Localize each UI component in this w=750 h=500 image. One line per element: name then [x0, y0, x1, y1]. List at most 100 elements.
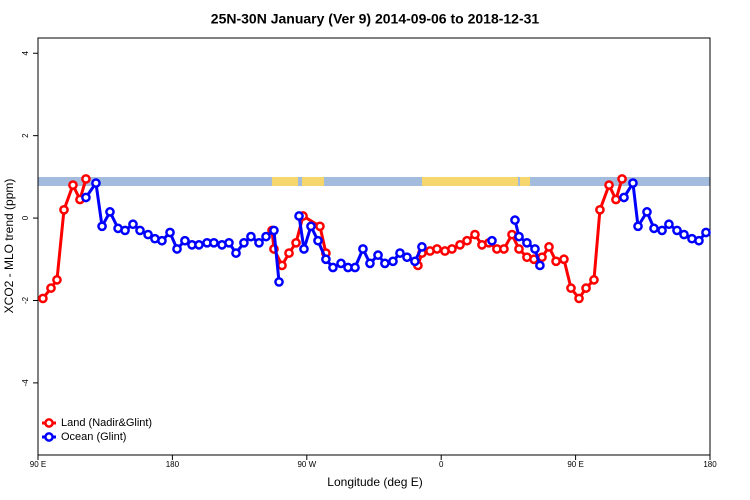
- land-band: [422, 177, 518, 186]
- data-point: [402, 252, 412, 263]
- land-band: [302, 177, 324, 186]
- x-tick-label: 180: [166, 460, 180, 469]
- x-axis-label: Longitude (deg E): [327, 475, 422, 489]
- y-axis-label: XCO2 - MLO trend (ppm): [2, 179, 16, 314]
- data-point: [246, 231, 256, 242]
- legend-label: Land (Nadir&Glint): [61, 417, 152, 429]
- data-point: [462, 235, 472, 246]
- data-point: [81, 192, 91, 203]
- data-point: [59, 204, 69, 215]
- data-point: [128, 219, 138, 230]
- y-tick-label: -4: [21, 379, 30, 387]
- data-point: [165, 227, 175, 238]
- data-point: [388, 256, 398, 267]
- data-point: [299, 244, 309, 254]
- data-point: [604, 180, 614, 190]
- data-point: [544, 242, 554, 252]
- x-tick-label: 90 W: [297, 460, 316, 469]
- data-point: [642, 207, 652, 217]
- data-point: [633, 221, 643, 232]
- data-point: [566, 283, 576, 293]
- data-point: [559, 254, 569, 265]
- x-tick-label: 0: [439, 460, 444, 469]
- data-point: [649, 223, 659, 234]
- x-tick-label: 90 E: [30, 460, 46, 469]
- data-point: [617, 174, 627, 184]
- data-point: [120, 225, 130, 236]
- data-point: [209, 237, 219, 248]
- data-point: [530, 244, 540, 254]
- data-point: [291, 237, 301, 248]
- data-point: [254, 237, 264, 248]
- data-point: [231, 248, 241, 258]
- chart-title: 25N-30N January (Ver 9) 2014-09-06 to 20…: [211, 11, 540, 27]
- data-point: [269, 225, 279, 236]
- data-point: [701, 227, 711, 238]
- data-point: [313, 235, 323, 246]
- land-band: [520, 177, 530, 186]
- data-point: [68, 180, 78, 190]
- data-point: [294, 211, 304, 221]
- x-tick-label: 180: [703, 460, 717, 469]
- data-point: [499, 244, 509, 254]
- data-point: [81, 174, 91, 184]
- data-point: [157, 235, 167, 246]
- legend-marker: [44, 418, 54, 428]
- data-point: [143, 229, 153, 240]
- x-tick-label: 90 E: [567, 460, 583, 469]
- data-point: [358, 244, 368, 254]
- data-point: [52, 275, 62, 285]
- data-point: [574, 293, 584, 304]
- legend: Land (Nadir&Glint) Ocean (Glint): [42, 417, 152, 443]
- data-point: [284, 248, 294, 258]
- data-point: [432, 244, 442, 254]
- data-point: [581, 283, 591, 293]
- data-point: [277, 260, 287, 271]
- data-point: [522, 237, 532, 248]
- data-point: [172, 244, 182, 254]
- data-point: [470, 229, 480, 240]
- data-point: [261, 231, 271, 242]
- data-point: [395, 248, 405, 258]
- data-point: [628, 178, 638, 188]
- legend-label: Ocean (Glint): [61, 431, 126, 443]
- data-point: [373, 250, 383, 261]
- data-point: [274, 277, 284, 287]
- data-point: [194, 240, 204, 250]
- land-band: [272, 177, 298, 186]
- data-point: [328, 262, 338, 273]
- data-point: [447, 244, 457, 254]
- data-point: [105, 207, 115, 217]
- data-point: [679, 229, 689, 240]
- data-point: [224, 237, 234, 248]
- data-point: [336, 258, 346, 269]
- plot-frame: [37, 37, 711, 456]
- data-point: [589, 275, 599, 285]
- data-point: [46, 283, 56, 293]
- data-point: [455, 240, 465, 250]
- y-tick-label: 2: [21, 133, 30, 138]
- y-tick-label: 0: [21, 215, 30, 220]
- data-point: [315, 221, 325, 232]
- data-point: [417, 242, 427, 252]
- data-point: [611, 194, 621, 205]
- data-point: [514, 244, 524, 254]
- data-point: [514, 231, 524, 242]
- data-point: [91, 178, 101, 188]
- data-point: [694, 235, 704, 246]
- y-tick-label: -2: [21, 296, 30, 304]
- data-point: [38, 293, 48, 304]
- data-point: [664, 219, 674, 230]
- data-point: [410, 256, 420, 267]
- data-point: [380, 258, 390, 269]
- data-point: [365, 258, 375, 269]
- data-point: [510, 215, 520, 225]
- data-point: [619, 192, 629, 203]
- y-tick-label: 4: [21, 50, 30, 55]
- ocean-band: [38, 177, 710, 186]
- data-point: [180, 235, 190, 246]
- legend-marker: [44, 432, 54, 442]
- data-point: [595, 204, 605, 215]
